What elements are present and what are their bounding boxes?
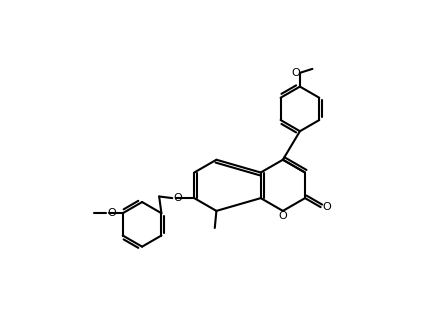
Text: O: O	[322, 202, 331, 212]
Text: O: O	[291, 68, 300, 78]
Text: O: O	[174, 193, 183, 203]
Text: O: O	[279, 212, 287, 221]
Text: O: O	[107, 208, 116, 218]
